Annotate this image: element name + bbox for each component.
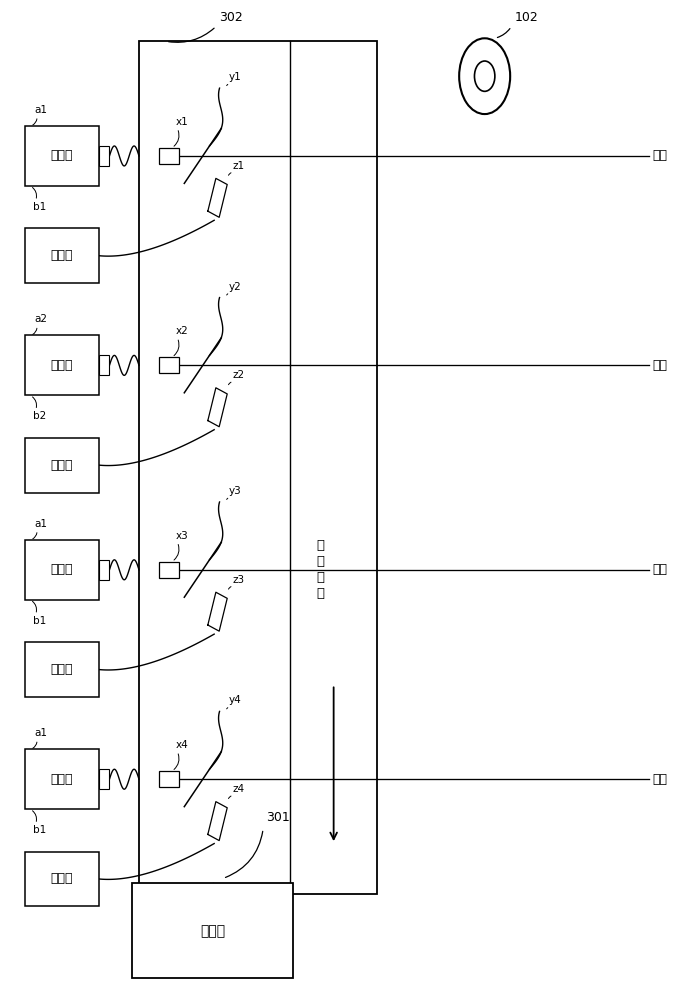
- Text: b1: b1: [33, 202, 47, 212]
- Bar: [98, 560, 109, 580]
- Bar: [159, 357, 179, 373]
- Text: 探测器: 探测器: [51, 249, 73, 262]
- Text: x1: x1: [176, 117, 189, 127]
- Bar: [159, 562, 179, 578]
- Text: z3: z3: [233, 575, 245, 585]
- Bar: [25, 438, 98, 493]
- Bar: [25, 540, 98, 600]
- Text: a1: a1: [34, 519, 47, 529]
- Bar: [25, 642, 98, 697]
- Text: 激光器: 激光器: [51, 149, 73, 162]
- Text: z2: z2: [233, 370, 245, 380]
- Bar: [132, 883, 293, 978]
- Bar: [25, 126, 98, 186]
- Bar: [25, 749, 98, 809]
- Text: 激光: 激光: [652, 359, 667, 372]
- Text: 激光器: 激光器: [51, 359, 73, 372]
- Text: y4: y4: [229, 695, 242, 705]
- Text: z1: z1: [233, 161, 245, 171]
- Text: y3: y3: [229, 486, 242, 496]
- Text: 扫
描
方
向: 扫 描 方 向: [316, 539, 324, 600]
- Bar: [98, 146, 109, 166]
- Text: b1: b1: [33, 825, 47, 835]
- Text: a2: a2: [34, 314, 47, 324]
- Text: 302: 302: [220, 11, 243, 24]
- Bar: [139, 41, 377, 894]
- Text: x2: x2: [176, 326, 189, 336]
- Text: 激光: 激光: [652, 773, 667, 786]
- Text: z4: z4: [233, 784, 245, 794]
- Text: x4: x4: [176, 740, 189, 750]
- Text: 激光: 激光: [652, 563, 667, 576]
- Text: 控制器: 控制器: [200, 924, 225, 938]
- Bar: [25, 335, 98, 395]
- Text: b2: b2: [33, 411, 47, 421]
- Text: a1: a1: [34, 105, 47, 115]
- Bar: [98, 769, 109, 789]
- Text: y1: y1: [229, 72, 242, 82]
- Bar: [159, 148, 179, 164]
- Bar: [98, 355, 109, 375]
- Text: 激光: 激光: [652, 149, 667, 162]
- Text: 探测器: 探测器: [51, 663, 73, 676]
- Text: 探测器: 探测器: [51, 459, 73, 472]
- Text: 激光器: 激光器: [51, 773, 73, 786]
- Text: y2: y2: [229, 282, 242, 292]
- Bar: [25, 228, 98, 283]
- Text: 激光器: 激光器: [51, 563, 73, 576]
- Bar: [159, 771, 179, 787]
- Bar: [25, 852, 98, 906]
- Text: 301: 301: [266, 811, 290, 824]
- Text: 探测器: 探测器: [51, 872, 73, 885]
- Text: b1: b1: [33, 616, 47, 626]
- Text: a1: a1: [34, 728, 47, 738]
- Text: 102: 102: [515, 11, 539, 24]
- Text: x3: x3: [176, 531, 189, 541]
